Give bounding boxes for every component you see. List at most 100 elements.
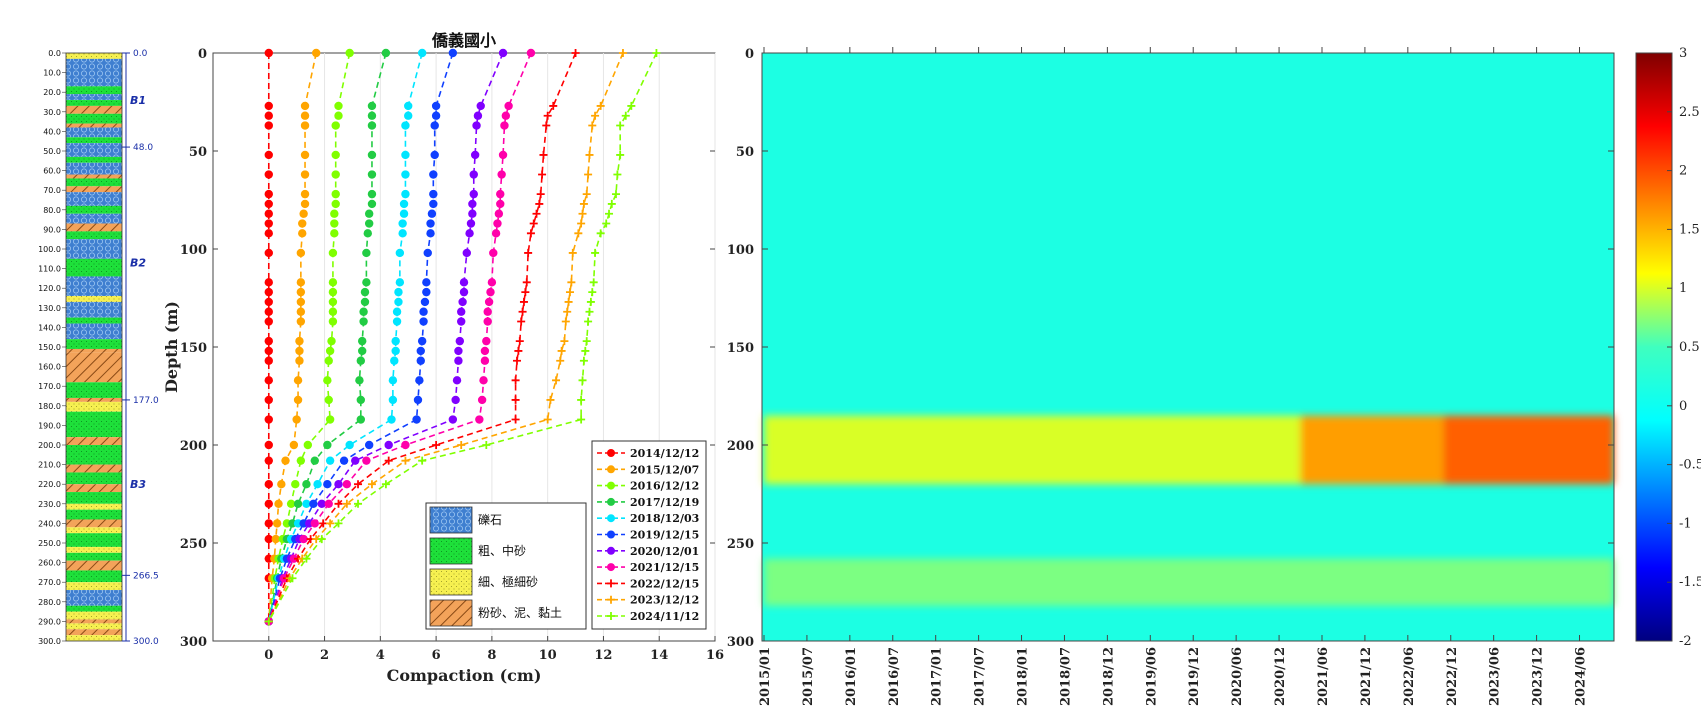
lithology-layer-fine (66, 527, 122, 534)
data-point (364, 219, 374, 228)
data-point (451, 395, 460, 405)
lithology-depth-tick: 90.0 (43, 225, 61, 234)
lithology-depth-tick: 300.0 (38, 637, 61, 646)
data-point (328, 307, 338, 316)
data-point (264, 189, 273, 199)
heatmap-x-tick: 2023/06 (1488, 647, 1503, 706)
data-point (515, 337, 524, 346)
colorbar-ticks: 3 2.5 2 1.5 1 0.5 0 -0.5 -1 -1.5 -2 (1667, 46, 1701, 649)
data-point (420, 297, 430, 307)
lithology-layer-fine (66, 611, 122, 620)
data-point (521, 288, 530, 297)
data-point (302, 480, 311, 489)
data-point (334, 519, 343, 528)
data-point (324, 395, 333, 405)
data-point (479, 376, 488, 385)
lithology-layer-sand (66, 570, 122, 583)
lithology-depth-tick: 270.0 (38, 578, 61, 587)
data-point (582, 190, 591, 199)
data-point (585, 150, 594, 159)
data-point (457, 441, 466, 449)
data-point (360, 297, 370, 307)
data-point (342, 499, 351, 508)
lithology-depth-tick: 0.0 (48, 49, 61, 58)
data-point (401, 170, 410, 179)
lithology-layer-silt (66, 186, 122, 193)
data-point (591, 248, 600, 257)
data-point (596, 229, 605, 238)
lithology-legend-swatch-gravel (429, 506, 473, 534)
lithology-depth-tick: 10.0 (43, 69, 61, 78)
colorbar-tick: -0.5 (1679, 458, 1701, 473)
compaction-x-tick: 10 (539, 648, 557, 663)
data-point (392, 317, 402, 326)
legend-marker (607, 546, 615, 555)
heatmap-y-tick: 0 (745, 47, 754, 62)
data-point (358, 336, 367, 346)
data-point (574, 229, 583, 238)
data-point (493, 219, 502, 228)
data-point (470, 150, 480, 160)
heatmap-x-tick: 2021/06 (1316, 647, 1331, 706)
heatmap-x-tick: 2022/12 (1445, 647, 1460, 706)
lithology-layer-sand (66, 509, 122, 520)
data-point (388, 376, 398, 385)
data-point (422, 278, 431, 287)
data-point (334, 101, 343, 111)
legend-marker (607, 497, 615, 506)
data-point (522, 278, 531, 287)
data-point (354, 499, 363, 508)
data-point (588, 288, 597, 297)
data-point (469, 189, 478, 199)
legend-label: 2014/12/12 (630, 447, 699, 460)
legend-label: 2024/11/12 (630, 610, 699, 623)
lithology-layer-silt (66, 105, 122, 114)
unit-boundary-label: 177.0 (133, 396, 159, 406)
legend-marker (607, 481, 615, 490)
compaction-y-tick: 200 (180, 439, 207, 454)
compaction-y-tick: 50 (189, 145, 207, 160)
data-point (504, 101, 513, 111)
data-point (296, 307, 306, 316)
lithology-legend-label: 粗、中砂 (478, 543, 526, 558)
data-point (360, 287, 370, 297)
data-point (417, 48, 427, 58)
heatmap-x-tick: 2018/07 (1058, 647, 1073, 706)
data-point (293, 395, 303, 405)
data-point (577, 219, 586, 228)
legend-label: 2023/12/12 (630, 594, 699, 607)
lithology-layer-silt (66, 223, 122, 232)
data-point (291, 480, 300, 489)
data-point (367, 101, 377, 111)
data-point (384, 440, 393, 450)
data-point (272, 519, 282, 528)
data-point (480, 356, 490, 365)
lithology-depth-tick: 40.0 (43, 127, 61, 136)
data-point (298, 219, 307, 228)
data-point (324, 499, 333, 508)
data-point (607, 199, 616, 208)
data-point (395, 248, 405, 258)
lithology-depth-tick: 180.0 (38, 402, 61, 411)
data-point (477, 395, 487, 405)
data-point (288, 574, 297, 583)
heatmap-x-tick: 2015/01 (758, 647, 773, 706)
data-point (356, 395, 366, 405)
data-point (264, 395, 273, 405)
data-point (367, 189, 377, 199)
data-point (295, 346, 304, 356)
data-point (416, 346, 425, 356)
data-point (384, 456, 393, 465)
compaction-x-tick: 0 (264, 648, 273, 663)
series-2017/12/19 (264, 48, 391, 626)
data-point (602, 219, 611, 228)
lithology-layer-silt (66, 629, 122, 636)
unit-label: B3 (130, 478, 146, 491)
data-point (339, 456, 349, 465)
data-point (271, 534, 280, 544)
data-point (487, 278, 497, 287)
data-point (264, 48, 273, 58)
data-point (484, 297, 494, 307)
data-point (430, 150, 439, 160)
data-point (491, 229, 501, 238)
